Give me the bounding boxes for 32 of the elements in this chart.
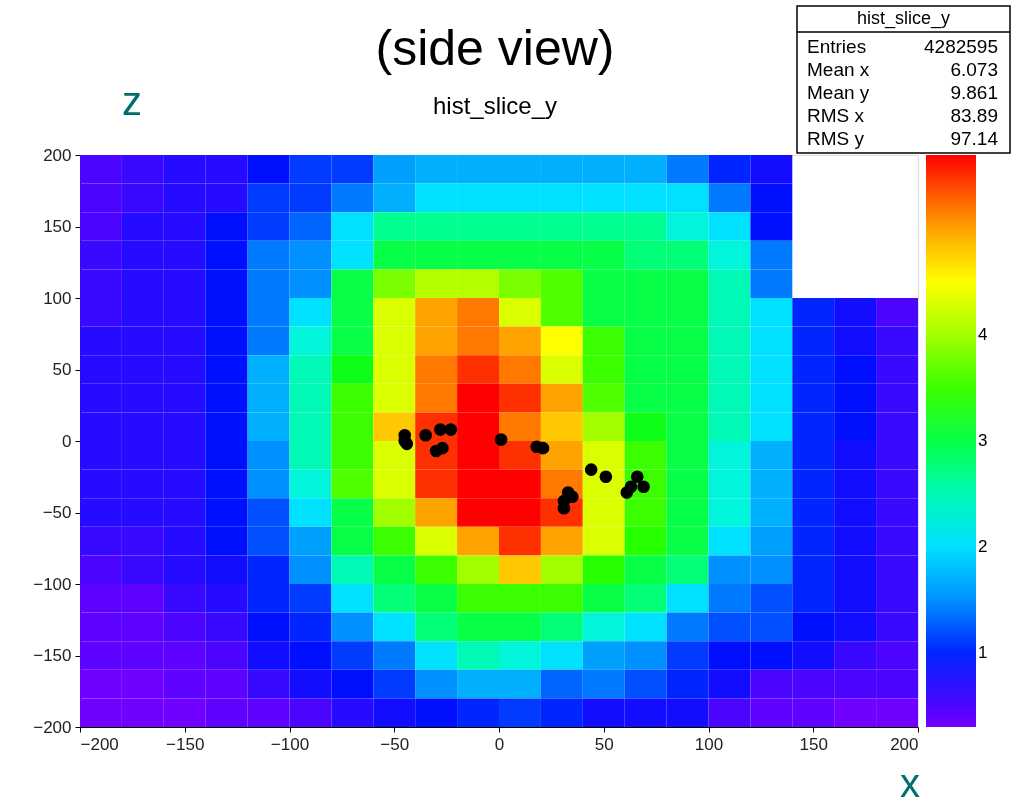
- text: hist_slice_y: [856, 8, 951, 29]
- text: Mean x 6.073: [807, 58, 998, 80]
- y-tick-label: 150: [43, 217, 72, 236]
- y-tick-label: −50: [42, 503, 72, 522]
- color-bar-label: 4: [978, 325, 988, 345]
- y-tick-label: 0: [62, 431, 72, 451]
- x-axis-title: x: [900, 761, 920, 805]
- x-tick-label: −200: [80, 734, 119, 754]
- chart-title: (side view): [375, 20, 615, 76]
- color-bar-label: 1: [978, 642, 988, 662]
- text: RMS x 83.89: [807, 104, 998, 126]
- x-tick-label: 0: [494, 734, 505, 754]
- x-tick-label: −150: [166, 734, 205, 754]
- y-tick-label: −150: [33, 646, 72, 665]
- y-tick-label: 100: [43, 288, 72, 308]
- x-tick-label: −100: [270, 734, 310, 754]
- chart-subtitle: hist_slice_y: [432, 92, 558, 119]
- y-tick-label: 200: [43, 145, 72, 165]
- y-tick-label: −100: [33, 574, 72, 594]
- text: RMS y 97.14: [807, 127, 998, 149]
- text: Entries 4282595: [807, 35, 998, 57]
- x-tick-label: 50: [594, 734, 614, 754]
- x-tick-label: 150: [799, 734, 828, 754]
- x-tick-label: 100: [694, 734, 724, 754]
- color-bar-label: 2: [978, 536, 988, 556]
- y-axis-title: z: [122, 79, 142, 123]
- x-tick-label: −50: [380, 734, 410, 754]
- color-bar-label: 3: [978, 431, 988, 450]
- y-tick-label: −200: [33, 717, 72, 737]
- text: Mean y 9.861: [807, 81, 998, 103]
- x-tick-label: 200: [890, 734, 919, 754]
- y-tick-label: 50: [52, 360, 72, 379]
